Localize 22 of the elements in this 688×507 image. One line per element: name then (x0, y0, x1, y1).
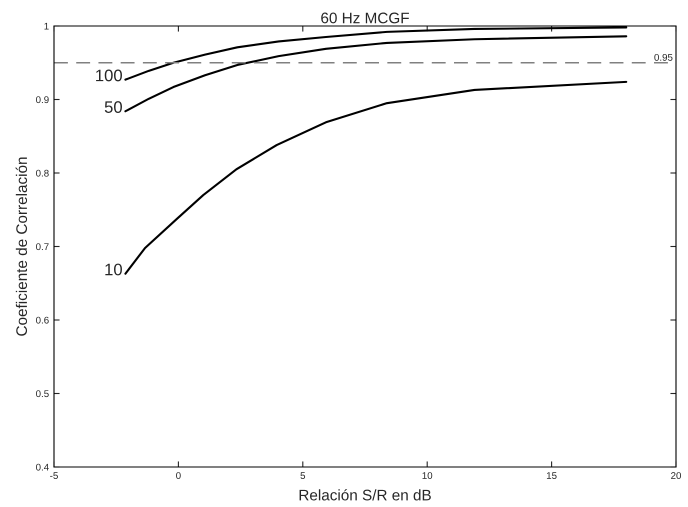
x-tick-label: 0 (176, 472, 181, 479)
x-tick-label: 5 (300, 472, 306, 479)
y-tick-label: 0.7 (36, 243, 49, 250)
ref-line-label: 0.95 (654, 54, 672, 61)
series-label: 50 (104, 101, 122, 113)
y-axis-title: Coeficiente de Correlación (16, 157, 28, 336)
y-tick-label: 0.4 (36, 464, 49, 471)
y-tick-label: 0.8 (36, 170, 49, 177)
series-label: 100 (96, 70, 122, 82)
y-tick-label: 0.5 (36, 390, 49, 398)
x-tick-label: 20 (671, 472, 682, 479)
x-axis-title: Relación S/R en dB (300, 489, 431, 500)
x-tick-label: 15 (546, 472, 557, 479)
y-tick-label: 1 (44, 22, 49, 30)
series-label: 10 (105, 264, 122, 276)
line-series (124, 35, 628, 112)
y-tick-label: 0.6 (36, 316, 49, 324)
x-tick-label: -5 (50, 472, 58, 479)
x-tick-label: 10 (422, 472, 432, 479)
line-series (124, 80, 628, 275)
chart-title: 60 Hz MCGF (321, 12, 409, 24)
y-tick-label: 0.9 (36, 96, 49, 104)
